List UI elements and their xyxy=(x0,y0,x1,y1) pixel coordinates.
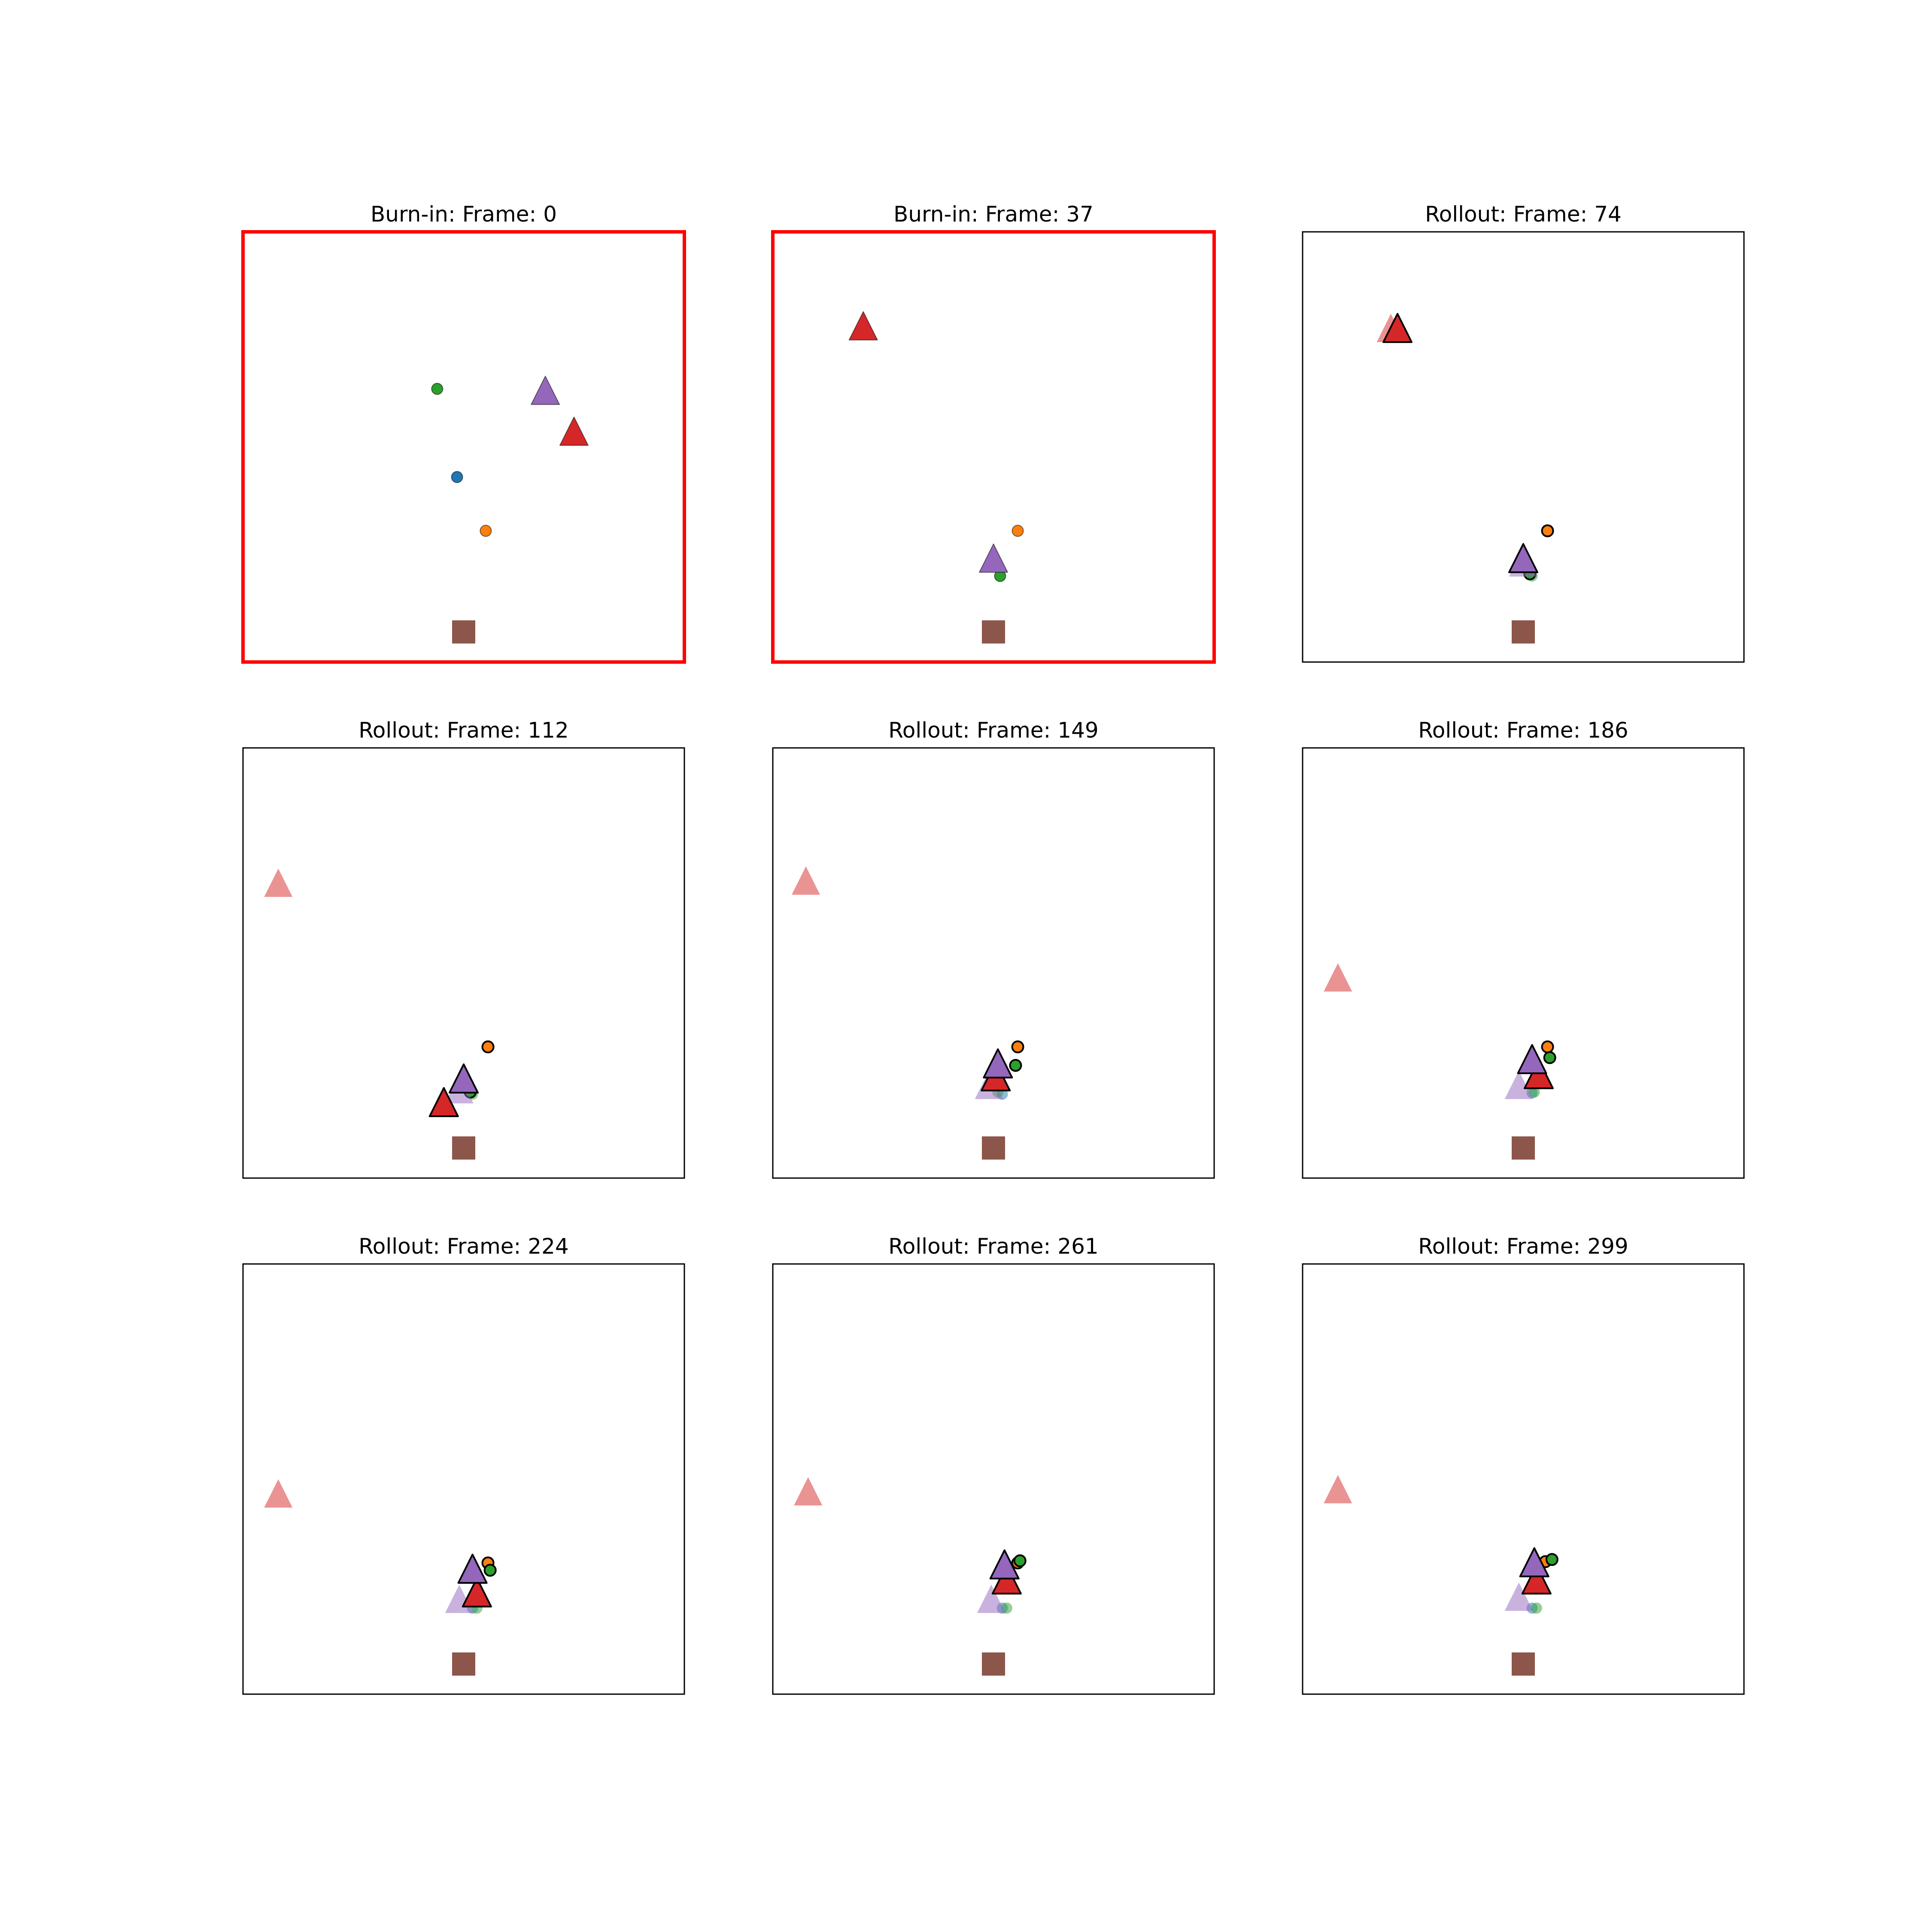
panel: Rollout: Frame: 224 xyxy=(242,1234,685,1695)
orange-circle-marker xyxy=(480,525,492,537)
panel-frame xyxy=(1302,1263,1745,1695)
red-triangle-marker xyxy=(1523,1059,1554,1089)
brown-square-marker xyxy=(982,1652,1005,1676)
green-circle-marker xyxy=(1009,1059,1022,1072)
purple-triangle-marker xyxy=(449,1063,479,1094)
red-triangle-marker xyxy=(848,311,878,340)
red-triangle-marker xyxy=(1521,1564,1552,1595)
red-triangle-marker xyxy=(559,416,589,446)
panel-title: Rollout: Frame: 74 xyxy=(1425,202,1622,227)
purple-triangle-marker xyxy=(457,1553,488,1584)
highlighted-panel-frame xyxy=(771,230,1216,664)
panel-frame xyxy=(242,1263,685,1695)
orange-circle-marker xyxy=(1012,525,1024,537)
purple-triangle-marker xyxy=(531,376,560,405)
panel-title: Rollout: Frame: 261 xyxy=(888,1234,1098,1259)
orange-circle-marker xyxy=(1541,524,1554,538)
purple-triangle-marker xyxy=(979,543,1008,573)
brown-square-marker xyxy=(452,1136,475,1160)
green-circle-marker xyxy=(1013,1554,1027,1567)
green-circle-marker xyxy=(431,383,444,395)
brown-square-marker xyxy=(1512,1136,1535,1160)
brown-square-marker xyxy=(452,620,475,644)
purple-triangle-marker xyxy=(1517,1044,1547,1074)
panel: Rollout: Frame: 112 xyxy=(242,718,685,1179)
panel: Rollout: Frame: 299 xyxy=(1302,1234,1745,1695)
red-triangle-marker xyxy=(1382,313,1413,343)
red-triangle-marker xyxy=(1324,1475,1352,1504)
panel-frame xyxy=(1302,231,1745,663)
red-triangle-marker xyxy=(264,869,293,897)
purple-triangle-marker xyxy=(989,1549,1020,1580)
panel: Rollout: Frame: 186 xyxy=(1302,718,1745,1179)
panel-frame xyxy=(772,1263,1215,1695)
panel: Rollout: Frame: 261 xyxy=(772,1234,1215,1695)
panel: Burn-in: Frame: 37 xyxy=(771,202,1216,664)
orange-circle-marker xyxy=(1541,1040,1554,1054)
green-circle-marker xyxy=(483,1564,497,1577)
purple-triangle-marker xyxy=(1508,543,1538,573)
panel-frame xyxy=(1302,747,1745,1179)
brown-square-marker xyxy=(982,1136,1005,1160)
red-triangle-marker xyxy=(991,1564,1022,1595)
red-triangle-marker xyxy=(428,1087,459,1118)
purple-triangle-marker xyxy=(1504,1582,1533,1611)
red-triangle-marker xyxy=(462,1577,492,1607)
purple-triangle-marker xyxy=(977,1584,1005,1613)
green-circle-marker xyxy=(1531,1602,1542,1614)
panel-title: Burn-in: Frame: 37 xyxy=(893,202,1094,227)
panel-title: Rollout: Frame: 186 xyxy=(1418,718,1628,743)
panel-frame xyxy=(242,747,685,1179)
panel-title: Rollout: Frame: 149 xyxy=(888,718,1098,743)
purple-triangle-marker xyxy=(983,1048,1013,1078)
green-circle-marker xyxy=(1543,1051,1556,1064)
orange-circle-marker xyxy=(1011,1040,1024,1054)
red-triangle-marker xyxy=(264,1479,293,1508)
panel-title: Rollout: Frame: 112 xyxy=(358,718,568,743)
red-triangle-marker xyxy=(1324,963,1352,992)
panel: Burn-in: Frame: 0 xyxy=(241,202,686,664)
panel-title: Burn-in: Frame: 0 xyxy=(371,202,557,227)
brown-square-marker xyxy=(1512,620,1535,644)
purple-triangle-marker xyxy=(1519,1547,1549,1577)
brown-square-marker xyxy=(982,620,1005,644)
brown-square-marker xyxy=(452,1652,475,1676)
blue-circle-marker xyxy=(451,471,463,483)
purple-triangle-marker xyxy=(1504,1070,1533,1099)
highlighted-panel-frame xyxy=(241,230,686,664)
panel-title: Rollout: Frame: 224 xyxy=(358,1234,568,1259)
panel: Rollout: Frame: 74 xyxy=(1302,202,1745,663)
green-circle-marker xyxy=(1545,1553,1558,1566)
orange-circle-marker xyxy=(481,1040,495,1054)
panel-title: Rollout: Frame: 299 xyxy=(1418,1234,1628,1259)
brown-square-marker xyxy=(1512,1652,1535,1676)
panel-frame xyxy=(772,747,1215,1179)
red-triangle-marker xyxy=(794,1477,823,1506)
red-triangle-marker xyxy=(792,866,820,895)
panel: Rollout: Frame: 149 xyxy=(772,718,1215,1179)
green-circle-marker xyxy=(1528,1086,1540,1098)
